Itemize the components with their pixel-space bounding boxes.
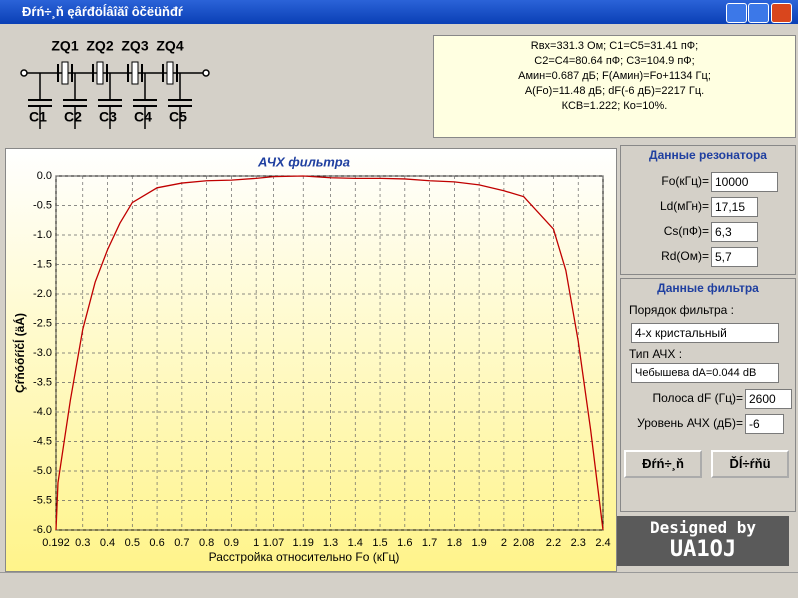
maximize-button[interactable] <box>748 3 769 23</box>
crystal <box>96 61 104 85</box>
x-tick-label: 0.5 <box>125 537 140 549</box>
y-axis-label: Çŕňóőŕíčĺ (äÁ) <box>12 313 27 393</box>
resonator-label: ZQ4 <box>156 38 183 54</box>
y-tick-label: -5.5 <box>33 494 52 506</box>
field-input[interactable]: 2600 <box>745 389 792 409</box>
x-tick-label: 1.6 <box>397 537 412 549</box>
crystal <box>131 61 139 85</box>
y-tick-label: -6.0 <box>33 524 52 536</box>
field-label: Cs(пФ)= <box>663 224 709 238</box>
x-tick-label: 0.3 <box>75 537 90 549</box>
x-tick-label: 1.07 <box>263 537 284 549</box>
x-tick-label: 1.19 <box>293 537 314 549</box>
result-line: Rвх=331.3 Ом; C1=C5=31.41 пФ; <box>530 40 699 52</box>
resonator-panel: Данные резонатора Fo(кГц)= 10000 Ld(мГн)= 1… <box>620 145 796 275</box>
y-tick-label: -4.5 <box>33 435 52 447</box>
field-input[interactable]: 10000 <box>711 172 778 192</box>
logo-line: UA1OJ <box>669 537 737 562</box>
order-label: Порядок фильтра : <box>629 303 734 317</box>
x-tick-label: 1.7 <box>422 537 437 549</box>
x-tick-label: 1 <box>253 537 259 549</box>
print-button[interactable]: Ďĺ÷ŕňü <box>711 450 789 478</box>
schematic: ZQ1 ZQ2 ZQ3 ZQ4 C1 C2 C3 C4 C5 <box>20 38 210 129</box>
x-tick-label: 2.08 <box>513 537 534 549</box>
x-tick-label: 2.2 <box>546 537 561 549</box>
minimize-button[interactable] <box>726 3 747 23</box>
chart: АЧХ фильтра Расстройка относительно Fo (… <box>6 149 616 571</box>
y-tick-label: -5.0 <box>33 465 52 477</box>
field-label: Ld(мГн)= <box>659 199 709 213</box>
panel-title: Данные фильтра <box>657 281 759 295</box>
x-tick-label: 0.7 <box>174 537 189 549</box>
title-bar: Đŕń÷¸ň ęâŕđöĺâîăî ôčëüňđŕ <box>0 0 798 24</box>
type-label: Тип АЧХ : <box>629 347 683 361</box>
x-tick-label: 0.9 <box>224 537 239 549</box>
x-tick-label: 1.3 <box>323 537 338 549</box>
order-combo[interactable]: 4-х кристальный <box>631 323 779 343</box>
field-label: Полоса dF (Гц)= <box>652 391 743 405</box>
results-box: Rвх=331.3 Ом; C1=C5=31.41 пФ; C2=C4=80.64… <box>433 35 796 138</box>
x-tick-label: 1.5 <box>372 537 387 549</box>
chart-background <box>6 149 616 571</box>
x-axis-label: Расстройка относительно Fo (кГц) <box>209 550 400 564</box>
capacitor-label: C5 <box>169 109 187 125</box>
status-bar <box>0 572 798 599</box>
close-button[interactable] <box>771 3 792 23</box>
window-title: Đŕń÷¸ň ęâŕđöĺâîăî ôčëüňđŕ <box>22 4 183 19</box>
panel-title: Данные резонатора <box>649 148 767 162</box>
capacitor-label: C4 <box>134 109 152 125</box>
x-tick-label: 1.9 <box>471 537 486 549</box>
y-tick-label: -1.5 <box>33 258 52 270</box>
field-label: Fo(кГц)= <box>661 174 709 188</box>
resonator-label: ZQ1 <box>51 38 78 54</box>
x-tick-label: 1.4 <box>348 537 363 549</box>
field-input[interactable]: 5,7 <box>711 247 758 267</box>
logo: Designed by UA1OJ <box>617 516 789 566</box>
x-tick-label: 2.3 <box>571 537 586 549</box>
capacitor-label: C3 <box>99 109 117 125</box>
chart-panel: АЧХ фильтра Расстройка относительно Fo (… <box>5 148 617 572</box>
resonator-label: ZQ2 <box>86 38 113 54</box>
capacitor-label: C1 <box>29 109 47 125</box>
crystal <box>166 61 174 85</box>
result-line: Амин=0.687 дБ; F(Амин)=Fo+1134 Гц; <box>518 70 711 82</box>
field-input[interactable]: 17,15 <box>711 197 758 217</box>
field-label: Rd(Ом)= <box>661 249 709 263</box>
x-tick-label: 1.8 <box>447 537 462 549</box>
y-tick-label: -3.5 <box>33 376 52 388</box>
type-combo[interactable]: Чебышева dA=0.044 dB <box>631 363 779 383</box>
x-tick-label: 0.8 <box>199 537 214 549</box>
field-input[interactable]: -6 <box>745 414 784 434</box>
field-label: Уровень АЧХ (дБ)= <box>637 416 743 430</box>
y-tick-label: 0.0 <box>37 170 52 182</box>
y-tick-label: -1.0 <box>33 229 52 241</box>
result-line: КСВ=1.222; Ко=10%. <box>561 100 668 112</box>
x-tick-label: 2.4 <box>595 537 610 549</box>
resonator-label: ZQ3 <box>121 38 148 54</box>
x-tick-label: 0.4 <box>100 537 115 549</box>
result-line: C2=C4=80.64 пФ; C3=104.9 пФ; <box>534 55 695 67</box>
calculate-button[interactable]: Đŕń÷¸ň <box>624 450 702 478</box>
y-tick-label: -4.0 <box>33 406 52 418</box>
result-line: A(Fo)=11.48 дБ; dF(-6 дБ)=2217 Гц. <box>524 85 705 97</box>
chart-title: АЧХ фильтра <box>257 154 350 169</box>
x-tick-label: 0.192 <box>42 537 70 549</box>
y-tick-label: -2.0 <box>33 288 52 300</box>
x-tick-label: 2 <box>501 537 507 549</box>
crystal <box>61 61 69 85</box>
capacitor-label: C2 <box>64 109 82 125</box>
y-tick-label: -2.5 <box>33 317 52 329</box>
y-tick-label: -0.5 <box>33 199 52 211</box>
y-tick-label: -3.0 <box>33 347 52 359</box>
filter-panel: Данные фильтра Порядок фильтра : 4-х кри… <box>620 278 796 512</box>
series-line <box>55 175 604 531</box>
field-input[interactable]: 6,3 <box>711 222 758 242</box>
logo-line: Designed by <box>650 518 756 537</box>
x-tick-label: 0.6 <box>149 537 164 549</box>
